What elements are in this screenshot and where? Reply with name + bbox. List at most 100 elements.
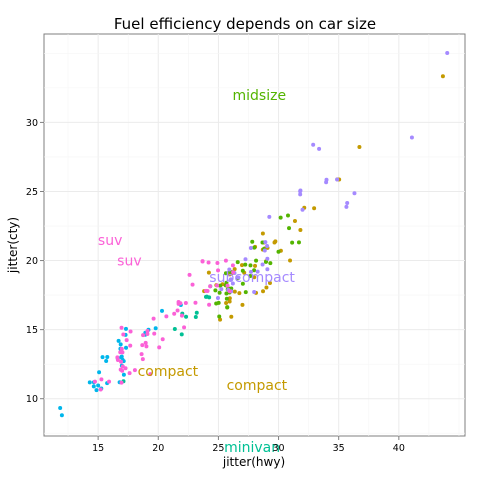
point-compact xyxy=(252,275,257,280)
point-subcompact xyxy=(243,257,248,262)
point-suv xyxy=(227,289,232,294)
point-pickup xyxy=(119,354,124,359)
grid-lines xyxy=(44,34,465,436)
point-midsize xyxy=(268,261,273,266)
point-pickup xyxy=(118,342,123,347)
point-suv xyxy=(172,311,177,316)
point-midsize xyxy=(287,226,292,231)
point-subcompact xyxy=(227,267,232,272)
point-suv xyxy=(208,284,213,289)
point-suv xyxy=(119,359,124,364)
x-tick-label: 20 xyxy=(152,443,164,454)
point-midsize xyxy=(296,240,301,245)
point-midsize xyxy=(278,215,283,220)
point-midsize xyxy=(218,283,223,288)
point-suv xyxy=(141,333,146,338)
point-suv xyxy=(193,300,198,305)
point-suv xyxy=(140,343,145,348)
point-suv xyxy=(127,371,132,376)
point-compact xyxy=(253,263,258,268)
annotation-minivan: minivan xyxy=(224,440,280,456)
y-tick-label: 10 xyxy=(26,394,38,405)
point-suv xyxy=(178,301,183,306)
point-midsize xyxy=(252,245,257,250)
point-suv xyxy=(187,272,192,277)
point-suv xyxy=(121,332,126,337)
x-tick-label: 35 xyxy=(333,443,345,454)
point-subcompact xyxy=(265,267,270,272)
annotation-subcompact: subcompact xyxy=(209,270,295,286)
point-suv xyxy=(216,268,221,273)
point-suv xyxy=(223,258,228,263)
point-midsize xyxy=(250,239,255,244)
point-midsize xyxy=(290,240,295,245)
point-pickup xyxy=(121,372,126,377)
point-suv xyxy=(140,357,145,362)
point-suv xyxy=(107,379,112,384)
point-suv xyxy=(207,302,212,307)
point-compact xyxy=(288,258,293,263)
point-compact xyxy=(273,239,278,244)
point-suv xyxy=(225,283,230,288)
point-midsize xyxy=(223,271,228,276)
point-pickup xyxy=(100,355,105,360)
point-suv xyxy=(119,346,124,351)
point-pickup xyxy=(87,380,92,385)
point-pickup xyxy=(94,388,99,393)
point-compact xyxy=(264,285,269,290)
point-midsize xyxy=(248,263,253,268)
point-compact xyxy=(227,299,232,304)
point-suv xyxy=(200,259,205,264)
point-suv xyxy=(157,345,162,350)
annotation-compact: compact xyxy=(227,378,288,394)
point-subcompact xyxy=(265,256,270,261)
point-suv xyxy=(231,270,236,275)
point-suv xyxy=(139,352,144,357)
point-subcompact xyxy=(265,244,270,249)
y-axis-ticks: 10 15 20 25 30 xyxy=(26,118,44,405)
point-subcompact xyxy=(248,245,253,250)
data-points xyxy=(58,51,450,418)
point-suv xyxy=(179,313,184,318)
point-compact xyxy=(227,296,232,301)
point-midsize xyxy=(243,262,248,267)
point-midsize xyxy=(285,213,290,218)
point-pickup xyxy=(116,338,121,343)
y-tick-label: 15 xyxy=(26,325,38,336)
point-compact xyxy=(298,227,303,232)
point-pickup xyxy=(123,326,128,331)
point-subcompact xyxy=(260,262,265,267)
point-suv xyxy=(182,325,187,330)
point-suv xyxy=(215,260,220,265)
point-suv xyxy=(119,325,124,330)
point-compact xyxy=(239,263,244,268)
point-suv xyxy=(145,329,150,334)
point-midsize xyxy=(248,273,253,278)
point-compact xyxy=(232,289,237,294)
point-suv xyxy=(152,331,157,336)
point-pickup xyxy=(58,406,63,411)
point-compact xyxy=(224,300,229,305)
point-subcompact xyxy=(298,192,303,197)
annotation-suv: suv xyxy=(98,233,122,249)
point-suv xyxy=(120,350,125,355)
point-compact xyxy=(240,302,245,307)
point-midsize xyxy=(240,281,245,286)
point-subcompact xyxy=(228,277,233,282)
point-subcompact xyxy=(345,200,350,205)
point-suv xyxy=(160,337,165,342)
point-suv xyxy=(190,282,195,287)
point-subcompact xyxy=(317,146,322,151)
point-minivan xyxy=(184,314,189,319)
point-pickup xyxy=(104,358,109,363)
point-midsize xyxy=(254,258,259,263)
point-subcompact xyxy=(267,214,272,219)
x-tick-label: 30 xyxy=(273,443,285,454)
point-minivan xyxy=(194,310,199,315)
point-subcompact xyxy=(252,289,257,294)
point-compact xyxy=(260,231,265,236)
y-tick-label: 20 xyxy=(26,256,38,267)
point-midsize xyxy=(276,249,281,254)
point-compact xyxy=(440,74,445,79)
point-suv xyxy=(144,344,149,349)
